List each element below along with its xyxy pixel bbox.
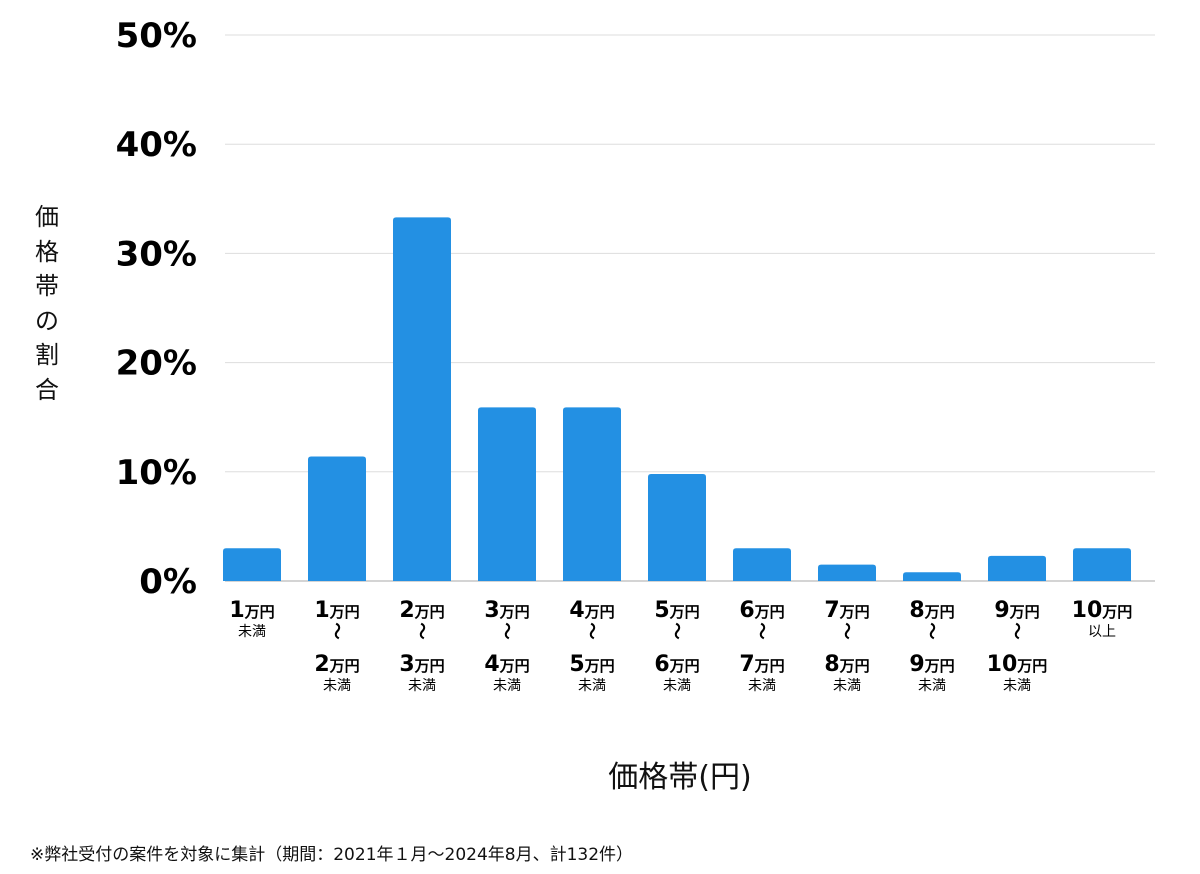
x-tick-label: 4万円 bbox=[569, 598, 614, 623]
x-tick-label: 7万円 bbox=[739, 652, 784, 677]
bar bbox=[478, 407, 536, 581]
x-tick-note: 未満 bbox=[833, 678, 861, 694]
x-tick-label: 2万円 bbox=[314, 652, 359, 677]
y-axis-title-char: 価 bbox=[35, 203, 59, 231]
bar bbox=[393, 217, 451, 581]
y-tick-label: 40% bbox=[116, 125, 197, 165]
footnote: ※弊社受付の案件を対象に集計（期間：2021年１月〜2024年8月、計132件） bbox=[30, 845, 634, 865]
bar bbox=[1073, 548, 1131, 581]
x-tick-note: 未満 bbox=[1003, 678, 1031, 694]
bar bbox=[223, 548, 281, 581]
bar bbox=[648, 473, 706, 581]
y-axis-title-char: 合 bbox=[35, 375, 59, 404]
bar bbox=[733, 548, 791, 581]
range-mark: 〜 bbox=[666, 623, 686, 640]
x-tick-label: 9万円 bbox=[994, 598, 1039, 623]
x-tick-label: 8万円 bbox=[909, 598, 954, 623]
x-tick-label: 1万円 bbox=[314, 598, 359, 623]
x-tick-label: 9万円 bbox=[909, 652, 954, 677]
y-axis-title-char: 格 bbox=[35, 237, 59, 266]
x-tick-label: 3万円 bbox=[399, 652, 444, 677]
x-tick-note: 未満 bbox=[918, 678, 946, 694]
range-mark: 〜 bbox=[326, 623, 346, 640]
x-tick-note: 未満 bbox=[663, 678, 691, 694]
y-tick-label: 20% bbox=[116, 344, 197, 384]
range-mark: 〜 bbox=[921, 623, 941, 640]
y-axis-title-char: 割 bbox=[35, 341, 59, 369]
y-axis-title-char: の bbox=[35, 306, 59, 335]
x-tick-note: 未満 bbox=[578, 678, 606, 694]
x-tick-label: 5万円 bbox=[569, 652, 614, 677]
y-axis-title: 価格帯の割合 bbox=[30, 200, 64, 407]
x-tick-label: 5万円 bbox=[654, 598, 699, 623]
y-tick-label: 50% bbox=[116, 16, 197, 56]
y-axis-title-char: 帯 bbox=[35, 272, 59, 300]
x-tick-label: 7万円 bbox=[824, 598, 869, 623]
x-tick-note: 未満 bbox=[238, 624, 266, 640]
bar bbox=[988, 555, 1046, 581]
bar bbox=[903, 572, 961, 581]
x-tick-label: 3万円 bbox=[484, 598, 529, 623]
x-tick-label: 6万円 bbox=[654, 652, 699, 677]
x-tick-note: 未満 bbox=[323, 678, 351, 694]
x-tick-note: 以上 bbox=[1088, 624, 1116, 640]
x-tick-note: 未満 bbox=[408, 678, 436, 694]
y-tick-label: 30% bbox=[116, 234, 197, 274]
x-axis-title: 価格帯(円) bbox=[608, 760, 752, 795]
bar bbox=[818, 564, 876, 581]
y-tick-label: 0% bbox=[139, 562, 197, 602]
y-tick-label: 10% bbox=[116, 453, 197, 493]
x-tick-label: 2万円 bbox=[399, 598, 444, 623]
range-mark: 〜 bbox=[496, 623, 516, 640]
range-mark: 〜 bbox=[581, 623, 601, 640]
x-tick-label: 6万円 bbox=[739, 598, 784, 623]
x-tick-label: 8万円 bbox=[824, 652, 869, 677]
range-mark: 〜 bbox=[411, 623, 431, 640]
bar bbox=[563, 407, 621, 581]
x-tick-label: 4万円 bbox=[484, 652, 529, 677]
x-tick-label: 10万円 bbox=[987, 652, 1048, 677]
x-tick-note: 未満 bbox=[493, 678, 521, 694]
x-tick-label: 10万円 bbox=[1072, 598, 1133, 623]
range-mark: 〜 bbox=[751, 623, 771, 640]
x-tick-note: 未満 bbox=[748, 678, 776, 694]
x-tick-label: 1万円 bbox=[229, 598, 274, 623]
bar bbox=[308, 456, 366, 581]
range-mark: 〜 bbox=[836, 623, 856, 640]
range-mark: 〜 bbox=[1006, 623, 1026, 640]
